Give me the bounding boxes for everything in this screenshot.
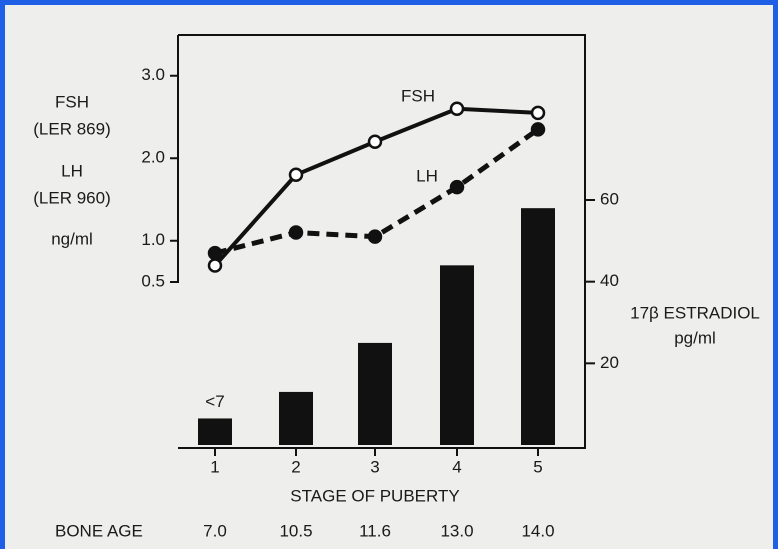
bar xyxy=(521,208,555,445)
y2-tick-label: 20 xyxy=(600,353,619,372)
y-axis-label: (LER 869) xyxy=(33,119,110,138)
y2-tick-label: 60 xyxy=(600,189,619,208)
y-axis-label: FSH xyxy=(55,92,89,111)
y-axis-label: ng/ml xyxy=(51,229,93,248)
marker xyxy=(288,225,304,240)
bar xyxy=(198,418,232,445)
x-tick-label: 4 xyxy=(452,457,461,476)
bar xyxy=(440,265,474,445)
marker xyxy=(449,179,465,195)
y-axis-label: (LER 960) xyxy=(33,188,110,207)
marker xyxy=(288,167,304,182)
background xyxy=(5,5,773,549)
y2-axis-label: pg/ml xyxy=(674,328,716,347)
marker xyxy=(367,134,383,149)
y-tick-label: 2.0 xyxy=(141,148,165,167)
bar xyxy=(358,342,392,445)
x-tick-label: 5 xyxy=(533,457,542,476)
x-tick-label: 2 xyxy=(291,457,300,476)
marker xyxy=(207,245,223,261)
y-tick-label: 0.5 xyxy=(141,271,165,290)
x-axis-label: STAGE OF PUBERTY xyxy=(290,486,459,505)
y-tick-label: 1.0 xyxy=(141,230,165,249)
marker xyxy=(207,258,223,273)
bone-age-value: 10.5 xyxy=(279,521,312,540)
x-tick-label: 1 xyxy=(210,457,219,476)
bar xyxy=(279,391,313,445)
marker xyxy=(367,229,383,244)
bone-age-value: 7.0 xyxy=(203,521,227,540)
bone-age-value: 14.0 xyxy=(521,521,554,540)
bone-age-value: 13.0 xyxy=(440,521,473,540)
series-label: FSH xyxy=(401,86,435,105)
marker xyxy=(530,105,546,121)
marker xyxy=(449,101,465,116)
bone-age-label: BONE AGE xyxy=(55,521,143,540)
y-axis-label: LH xyxy=(61,161,83,180)
y2-tick-label: 40 xyxy=(600,271,619,290)
x-tick-label: 3 xyxy=(370,457,379,476)
y-tick-label: 3.0 xyxy=(141,65,165,84)
bone-age-value: 11.6 xyxy=(359,521,391,540)
bar-label: <7 xyxy=(205,392,224,411)
series-label: LH xyxy=(416,166,438,185)
y2-axis-label: 17β ESTRADIOL xyxy=(630,303,760,322)
marker xyxy=(530,122,546,137)
